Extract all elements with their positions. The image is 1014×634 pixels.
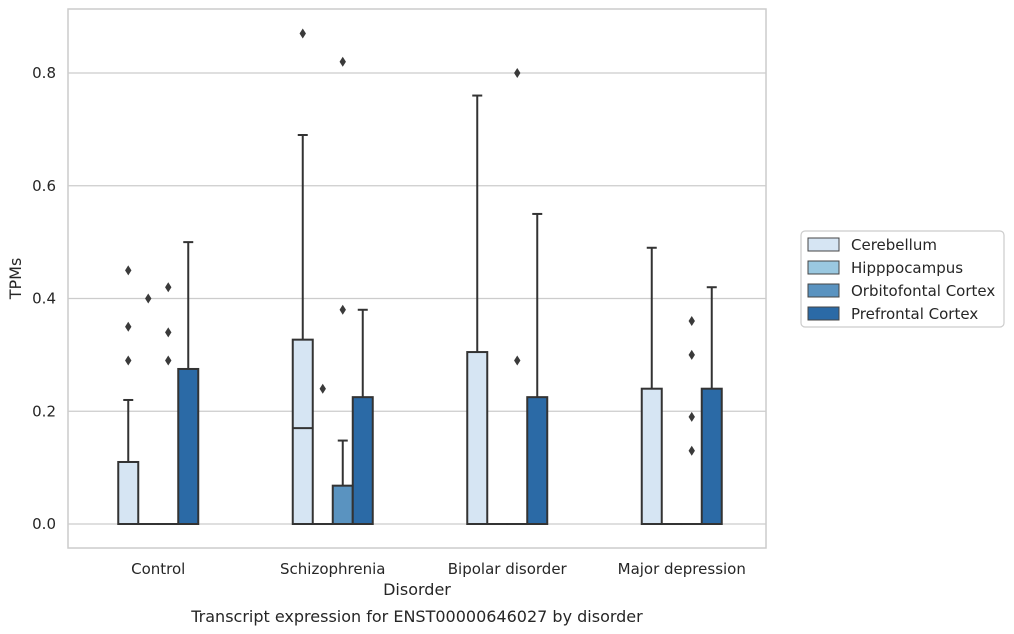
y-tick-label: 0.4 bbox=[32, 290, 56, 308]
box-body bbox=[700, 387, 723, 526]
box-body bbox=[351, 396, 374, 525]
y-tick-label: 0.0 bbox=[32, 515, 56, 533]
x-tick-label: Control bbox=[131, 560, 185, 578]
x-tick-label: Bipolar disorder bbox=[448, 560, 568, 578]
box-body bbox=[331, 484, 354, 526]
y-axis-title: TPMs bbox=[6, 258, 25, 301]
outlier-point bbox=[319, 383, 326, 394]
legend-swatch bbox=[807, 237, 840, 252]
outlier-point bbox=[688, 445, 695, 456]
x-tick-label: Major depression bbox=[618, 560, 746, 578]
outlier-point bbox=[299, 28, 306, 39]
legend-swatch bbox=[807, 283, 840, 298]
box-cerebellum bbox=[466, 94, 489, 525]
outlier-point bbox=[125, 265, 132, 276]
box-orbitofontal-cortex bbox=[331, 56, 354, 526]
box-series bbox=[117, 28, 723, 526]
y-axis-ticks: 0.0 0.2 0.4 0.6 0.8 bbox=[32, 64, 56, 533]
outlier-point bbox=[125, 321, 132, 332]
legend-swatch bbox=[807, 306, 840, 321]
box-prefrontal-cortex bbox=[526, 212, 549, 525]
outlier-point bbox=[514, 68, 521, 78]
box-body bbox=[526, 396, 549, 525]
outlier-point bbox=[688, 316, 695, 327]
x-axis-ticks: Control Schizophrenia Bipolar disorder Majo… bbox=[131, 560, 746, 578]
outlier-point bbox=[165, 282, 172, 293]
outlier-point bbox=[165, 327, 172, 338]
outlier-point bbox=[688, 349, 695, 360]
box-cerebellum bbox=[640, 246, 663, 526]
box-orbitofontal-cortex bbox=[506, 68, 529, 526]
box-body bbox=[466, 351, 489, 525]
outlier-point bbox=[145, 293, 152, 304]
box-body bbox=[640, 387, 663, 526]
legend-swatch bbox=[807, 260, 840, 275]
legend-label: Orbitofontal Cortex bbox=[851, 282, 995, 300]
x-tick-label: Schizophrenia bbox=[280, 560, 385, 578]
chart-caption: Transcript expression for ENST0000064602… bbox=[190, 607, 643, 626]
legend: Cerebellum Hipppocampus Orbitofontal Corte… bbox=[800, 230, 1005, 328]
box-cerebellum bbox=[291, 28, 314, 525]
plot-area-frame bbox=[67, 8, 767, 549]
box-body bbox=[291, 338, 314, 525]
y-tick-label: 0.6 bbox=[32, 177, 56, 195]
legend-label: Hipppocampus bbox=[851, 259, 963, 277]
y-tick-label: 0.2 bbox=[32, 402, 56, 420]
box-prefrontal-cortex bbox=[351, 308, 374, 525]
outlier-point bbox=[125, 355, 132, 366]
outlier-point bbox=[339, 304, 346, 315]
box-body bbox=[117, 460, 140, 525]
y-tick-label: 0.8 bbox=[32, 64, 56, 82]
outlier-point bbox=[339, 56, 346, 67]
box-cerebellum bbox=[117, 265, 140, 525]
outlier-point bbox=[165, 355, 172, 366]
legend-label: Prefrontal Cortex bbox=[851, 305, 978, 323]
box-body bbox=[177, 367, 200, 525]
outlier-point bbox=[688, 411, 695, 422]
box-orbitofontal-cortex bbox=[680, 316, 703, 526]
x-axis-title: Disorder bbox=[383, 580, 451, 599]
box-prefrontal-cortex bbox=[700, 286, 723, 526]
outlier-point bbox=[514, 355, 521, 366]
legend-frame bbox=[800, 230, 1005, 328]
legend-label: Cerebellum bbox=[851, 236, 937, 254]
box-prefrontal-cortex bbox=[177, 241, 200, 525]
